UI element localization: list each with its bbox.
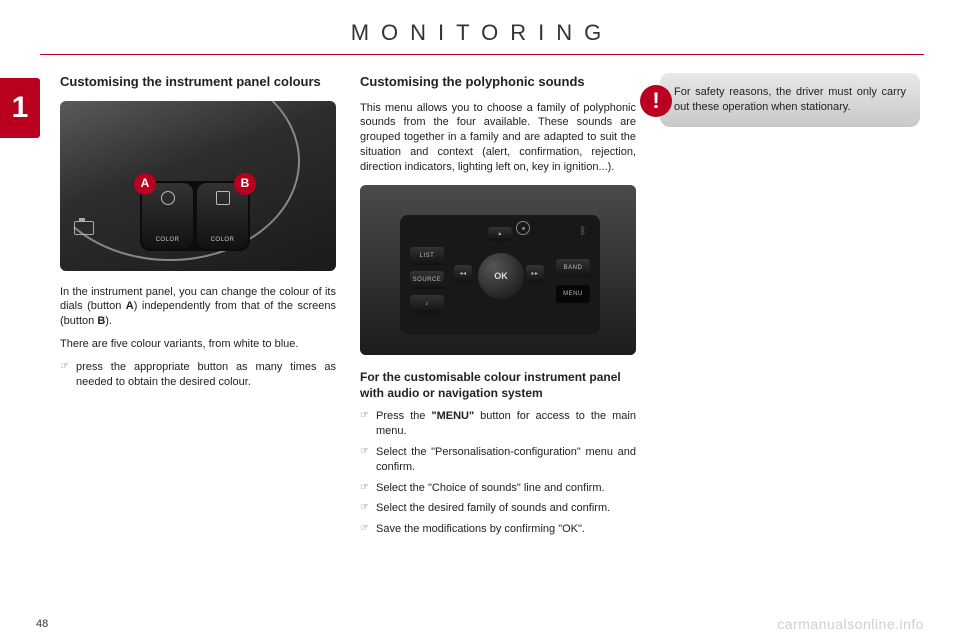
ok-knob: OK [478,253,524,299]
button-b-label: COLOR [197,236,248,244]
col1-para1: In the instrument panel, you can change … [60,285,336,330]
watermark: carmanualsonline.info [777,616,924,632]
col1-heading: Customising the instrument panel colours [60,73,336,91]
up-button: ▴ [488,227,512,241]
col2-intro: This menu allows you to choose a family … [360,101,636,175]
band-button: BAND [556,259,590,277]
bold-menu: "MENU" [431,410,474,422]
exclamation-mark: ! [652,90,659,112]
screen-icon [216,191,230,205]
bluetooth-icon: ᛒ [580,225,586,239]
col2-b5: Save the modifications by confirming "OK… [360,522,636,537]
dial-icon [161,191,175,205]
engine-icon [74,221,94,235]
col1-bullet1: press the appropriate button as many tim… [60,360,336,390]
disc-icon [516,221,530,235]
page: MONITORING 1 Customising the instrument … [0,0,960,640]
column-middle: Customising the polyphonic sounds This m… [360,73,636,543]
figure-audio-console: ᛒ LIST SOURCE ♪ ▴ ◂◂ ▸▸ BAND MENU OK [360,185,636,355]
badge-a: A [134,173,156,195]
list-button: LIST [410,247,444,265]
column-left: Customising the instrument panel colours… [60,73,336,543]
console-panel: ᛒ LIST SOURCE ♪ ▴ ◂◂ ▸▸ BAND MENU OK [400,215,600,335]
col2-b2: Select the "Personalisation-configuratio… [360,445,636,475]
color-button-screens: B COLOR [197,183,248,249]
col2-b1: Press the "MENU" button for access to th… [360,409,636,439]
col2-list: Press the "MENU" button for access to th… [360,409,636,537]
rewind-button: ◂◂ [454,265,472,283]
divider [40,54,924,55]
warning-icon: ! [640,85,672,117]
column-right: ! For safety reasons, the driver must on… [660,73,936,543]
col2-b4: Select the desired family of sounds and … [360,501,636,516]
source-button: SOURCE [410,271,444,289]
col2-subheading: For the customisable colour instrument p… [360,369,636,401]
forward-button: ▸▸ [526,265,544,283]
chapter-tab: 1 [0,78,40,138]
col1-list: press the appropriate button as many tim… [60,360,336,390]
warning-box: For safety reasons, the driver must only… [660,73,920,127]
section-title: MONITORING [40,20,924,46]
bold-a: A [126,300,134,312]
badge-b: B [234,173,256,195]
music-button: ♪ [410,295,444,313]
t: Press the [376,410,431,422]
color-button-dials: A COLOR [142,183,193,249]
button-a-label: COLOR [142,236,193,244]
figure-instrument-panel: A COLOR B COLOR [60,101,336,271]
color-buttons: A COLOR B COLOR [140,181,250,251]
col2-b3: Select the "Choice of sounds" line and c… [360,481,636,496]
col2-heading: Customising the polyphonic sounds [360,73,636,91]
chapter-number: 1 [12,91,29,125]
t: ). [105,315,112,327]
content-columns: Customising the instrument panel colours… [0,73,924,543]
menu-button: MENU [556,285,590,303]
page-number: 48 [36,618,48,630]
col1-para2: There are five colour variants, from whi… [60,337,336,352]
